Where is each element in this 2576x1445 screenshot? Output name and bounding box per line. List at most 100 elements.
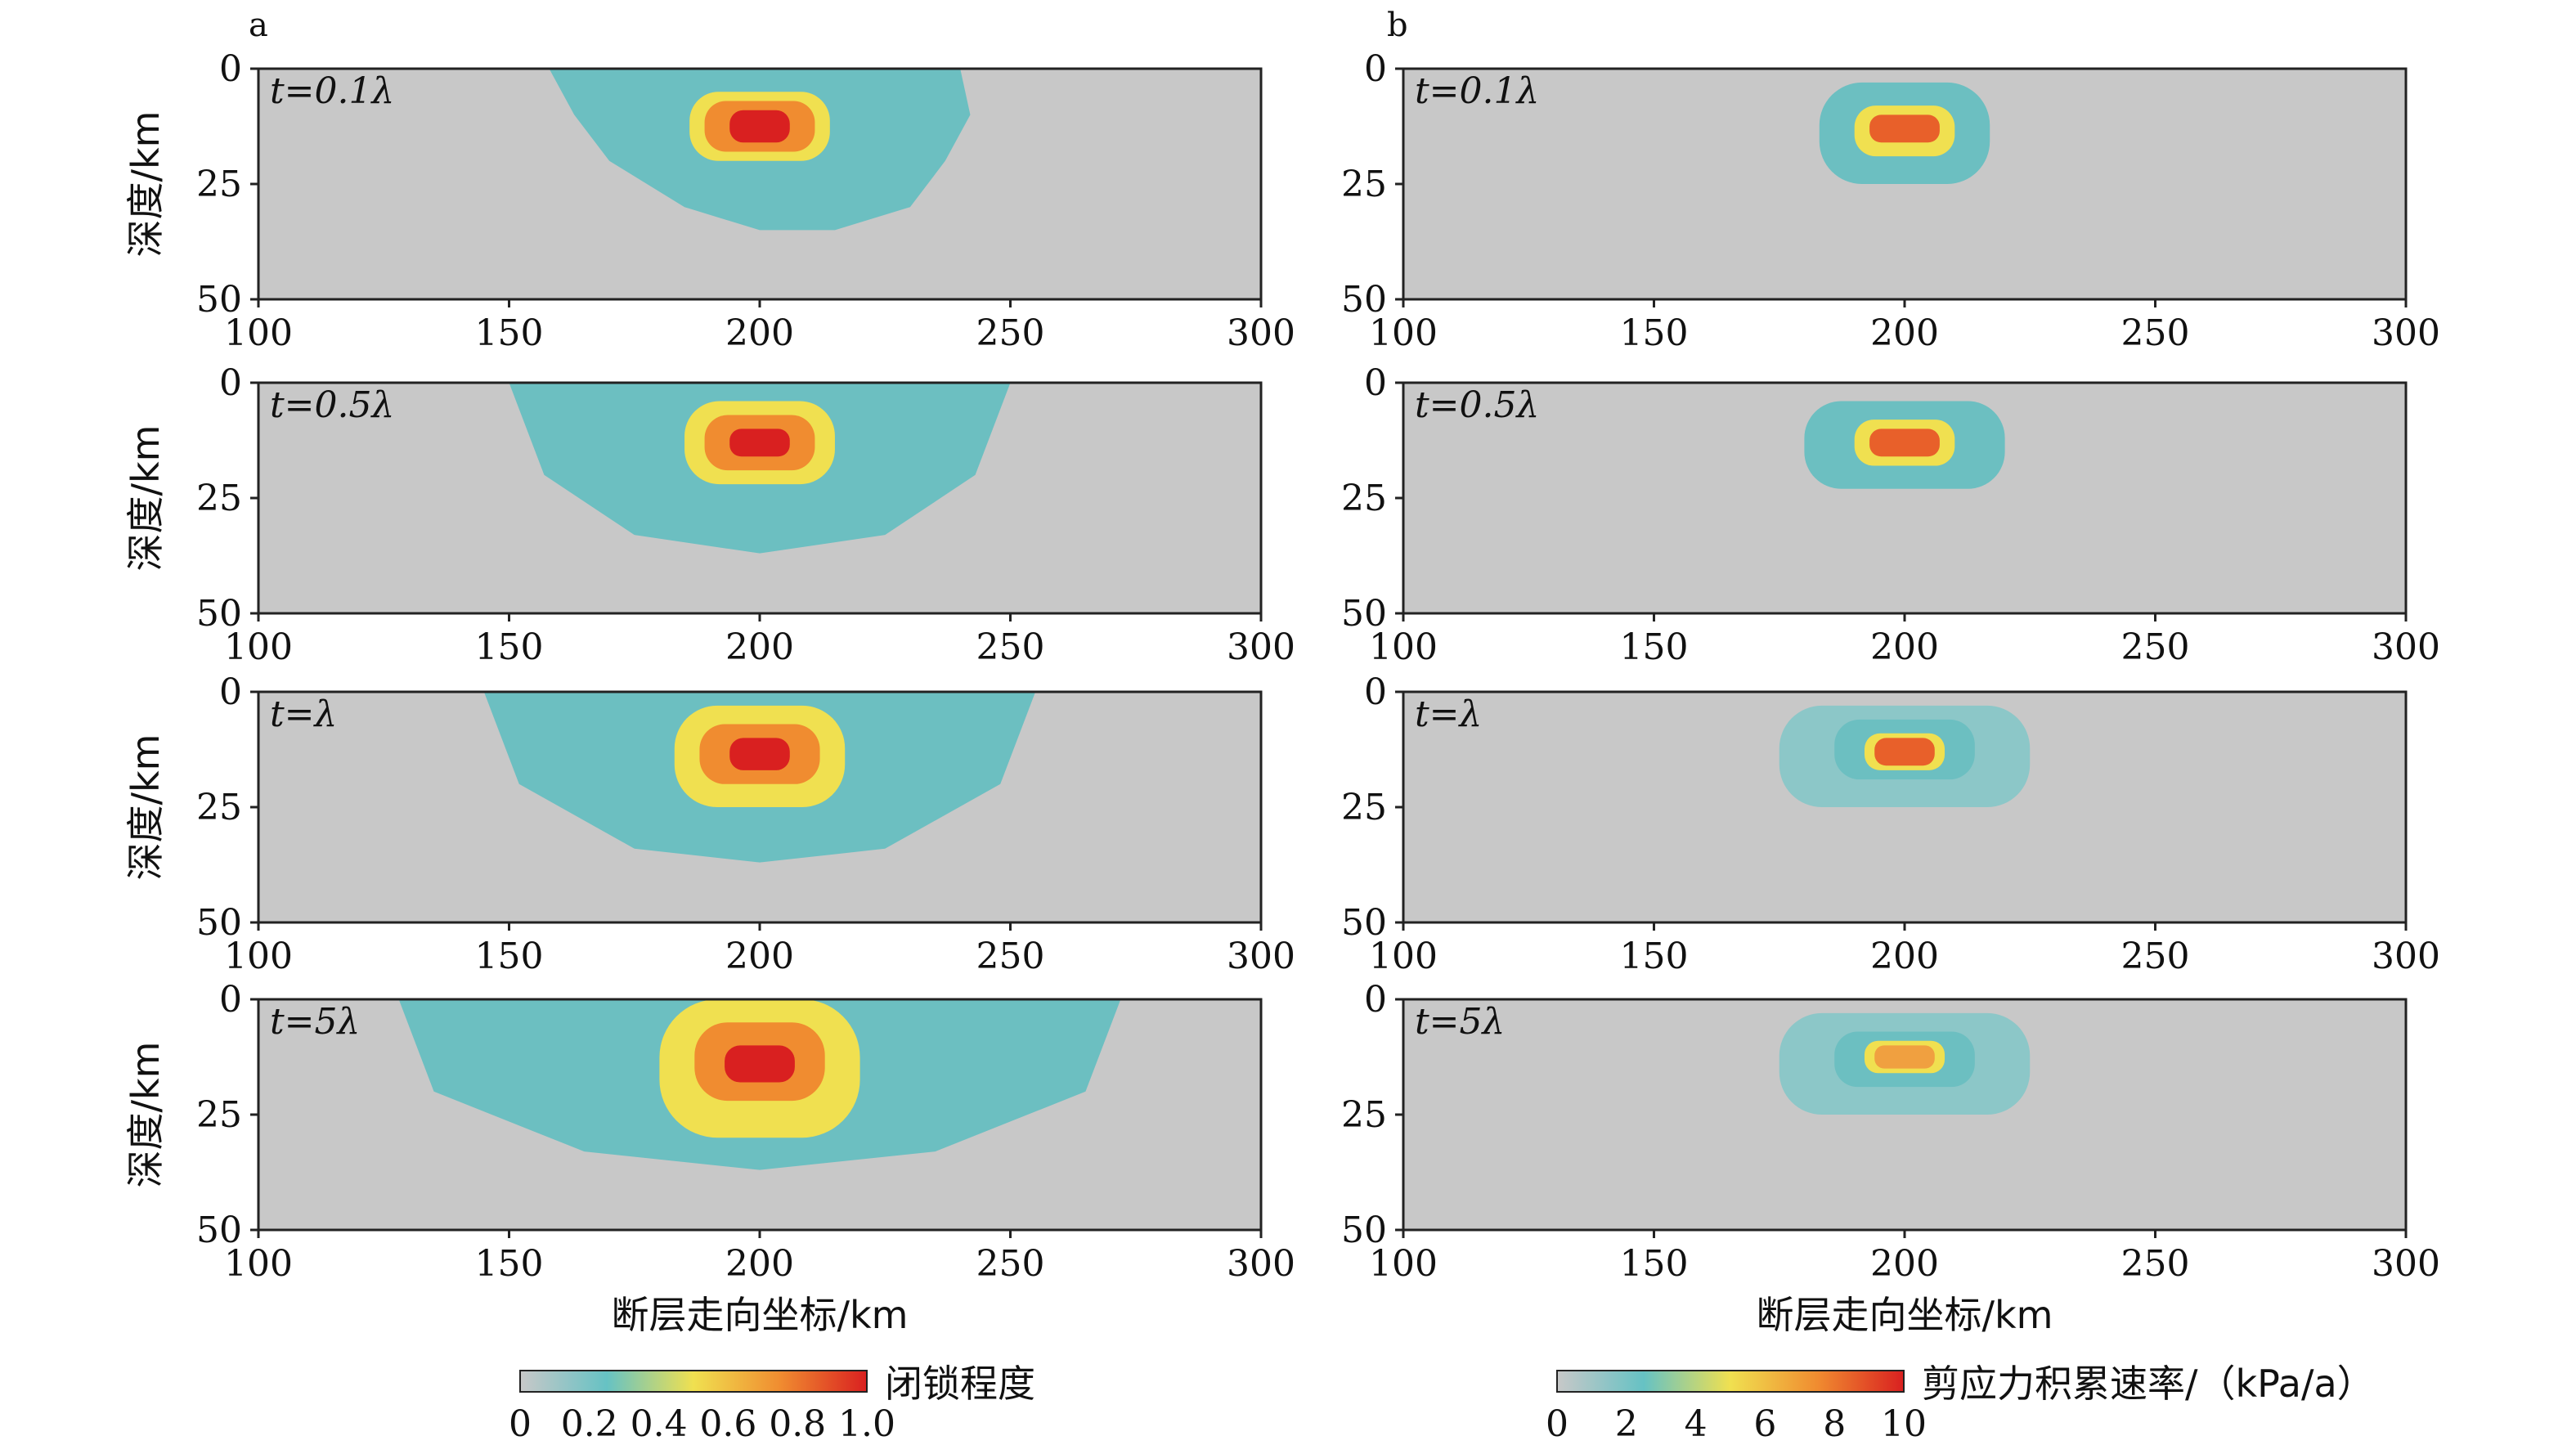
y-tick-label: 50 <box>1341 902 1387 944</box>
y-axis-title: 深度/km <box>123 1042 168 1188</box>
contour-band <box>1874 1045 1935 1069</box>
time-label: t=5λ <box>1415 1001 1505 1043</box>
colorbar-tick-label: 8 <box>1823 1403 1846 1445</box>
x-tick-label: 250 <box>976 312 1045 354</box>
y-axis-title: 深度/km <box>123 111 168 258</box>
x-tick-label: 300 <box>2372 312 2440 354</box>
x-tick-label: 300 <box>1227 312 1295 354</box>
x-tick-label: 250 <box>2121 312 2190 354</box>
colorbar-tick-label: 0.8 <box>769 1403 826 1445</box>
colorbar-label: 闭锁程度 <box>885 1362 1035 1406</box>
colorbar <box>1556 1370 1905 1393</box>
y-tick-label: 25 <box>1341 1094 1387 1136</box>
x-tick-label: 150 <box>1620 936 1689 977</box>
x-tick-label: 100 <box>1369 936 1438 977</box>
panel-letter: b <box>1387 7 1408 44</box>
colorbar-tick-label: 10 <box>1881 1403 1927 1445</box>
contour-band <box>1869 429 1940 457</box>
colorbar-tick-label: 0 <box>1546 1403 1568 1445</box>
contour-band <box>729 110 790 143</box>
x-tick-label: 300 <box>2372 936 2440 977</box>
x-tick-label: 250 <box>976 1243 1045 1285</box>
y-axis-title: 深度/km <box>123 425 168 572</box>
x-tick-label: 150 <box>475 1243 544 1285</box>
x-tick-label: 100 <box>1369 626 1438 668</box>
y-tick-label: 25 <box>196 787 242 828</box>
x-tick-label: 100 <box>224 626 293 668</box>
y-tick-label: 50 <box>196 1209 242 1251</box>
time-label: t=0.5λ <box>270 384 394 426</box>
x-tick-label: 250 <box>2121 936 2190 977</box>
contour-band <box>729 429 790 457</box>
colorbar-tick-label: 6 <box>1753 1403 1776 1445</box>
y-tick-label: 25 <box>1341 478 1387 519</box>
x-tick-label: 100 <box>224 312 293 354</box>
colorbar-tick-label: 0.4 <box>631 1403 688 1445</box>
x-tick-label: 250 <box>2121 1243 2190 1285</box>
y-tick-label: 25 <box>1341 787 1387 828</box>
y-tick-label: 25 <box>196 478 242 519</box>
x-tick-label: 150 <box>475 936 544 977</box>
x-tick-label: 300 <box>1227 1243 1295 1285</box>
x-tick-label: 150 <box>1620 626 1689 668</box>
x-tick-label: 200 <box>1870 936 1939 977</box>
x-tick-label: 150 <box>1620 1243 1689 1285</box>
x-tick-label: 200 <box>1870 1243 1939 1285</box>
colorbar-tick-label: 4 <box>1685 1403 1708 1445</box>
x-tick-label: 100 <box>224 936 293 977</box>
y-tick-label: 0 <box>219 671 242 713</box>
x-tick-label: 200 <box>725 936 794 977</box>
time-label: t=λ <box>270 693 337 735</box>
y-tick-label: 50 <box>1341 593 1387 635</box>
y-axis-title: 深度/km <box>123 734 168 881</box>
x-tick-label: 300 <box>2372 626 2440 668</box>
contour-band <box>1869 114 1940 143</box>
colorbar-tick-label: 1.0 <box>838 1403 895 1445</box>
x-tick-label: 150 <box>475 312 544 354</box>
y-tick-label: 50 <box>1341 1209 1387 1251</box>
x-tick-label: 150 <box>475 626 544 668</box>
x-tick-label: 200 <box>1870 626 1939 668</box>
time-label: t=5λ <box>270 1001 360 1043</box>
y-tick-label: 25 <box>1341 164 1387 205</box>
colorbar-tick-label: 0.6 <box>699 1403 756 1445</box>
x-tick-label: 300 <box>1227 936 1295 977</box>
time-label: t=λ <box>1415 693 1482 735</box>
x-tick-label: 250 <box>976 626 1045 668</box>
y-tick-label: 25 <box>196 1094 242 1136</box>
colorbar <box>519 1370 868 1393</box>
x-tick-label: 200 <box>1870 312 1939 354</box>
panel-letter: a <box>249 7 268 44</box>
time-label: t=0.5λ <box>1415 384 1539 426</box>
time-label: t=0.1λ <box>1415 70 1539 112</box>
x-tick-label: 200 <box>725 626 794 668</box>
colorbar-tick-label: 0.2 <box>561 1403 618 1445</box>
y-tick-label: 0 <box>219 48 242 90</box>
y-tick-label: 0 <box>1364 362 1387 404</box>
x-axis-title: 断层走向坐标/km <box>1757 1293 2053 1337</box>
x-tick-label: 100 <box>224 1243 293 1285</box>
x-tick-label: 100 <box>1369 312 1438 354</box>
x-axis-title: 断层走向坐标/km <box>612 1293 909 1337</box>
y-tick-label: 0 <box>1364 671 1387 713</box>
x-tick-label: 150 <box>1620 312 1689 354</box>
x-tick-label: 300 <box>2372 1243 2440 1285</box>
contour-band <box>729 738 790 770</box>
contour-band <box>725 1045 795 1083</box>
x-tick-label: 250 <box>976 936 1045 977</box>
x-tick-label: 300 <box>1227 626 1295 668</box>
y-tick-label: 0 <box>219 979 242 1021</box>
contour-band <box>1874 738 1935 766</box>
y-tick-label: 0 <box>219 362 242 404</box>
